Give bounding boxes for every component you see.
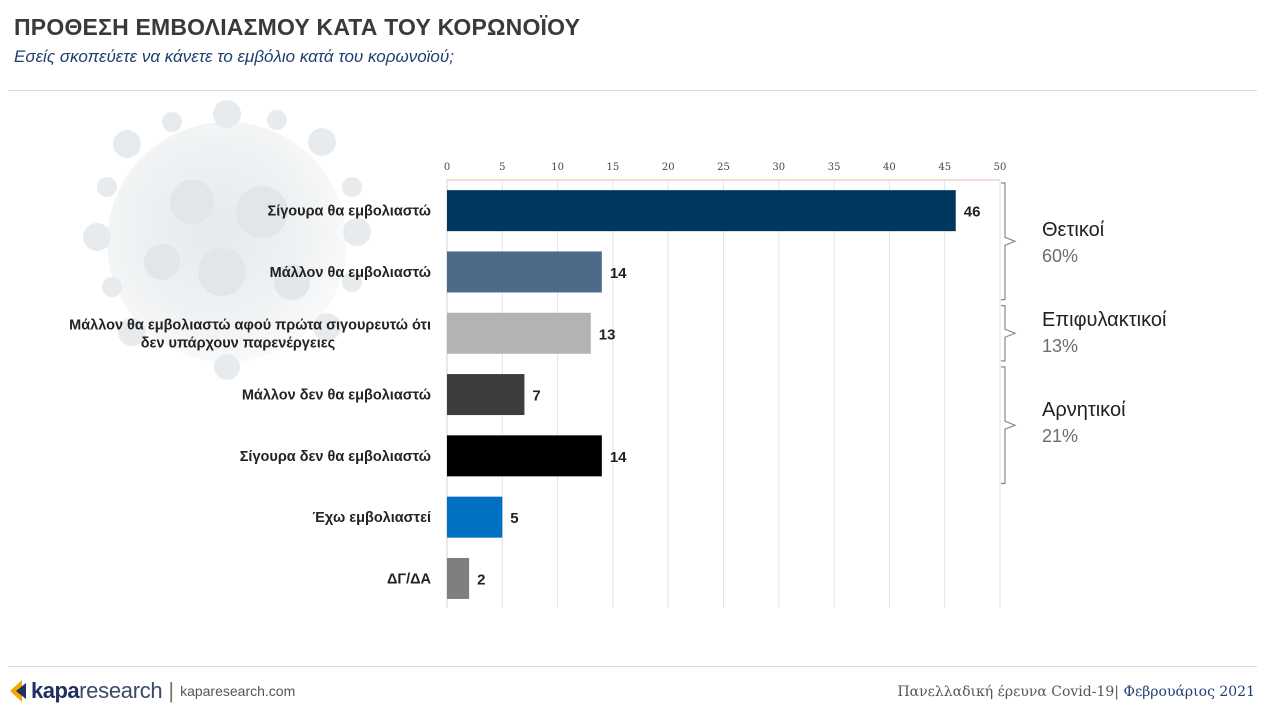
bar-value-label: 2: [477, 571, 485, 588]
x-tick-label: 40: [883, 162, 896, 173]
x-tick-label: 0: [444, 162, 450, 173]
x-tick-label: 30: [772, 162, 785, 173]
group-hesitant-pct: 13%: [1042, 336, 1079, 356]
survey-info: Πανελλαδική έρευνα Covid-19| Φεβρουάριος…: [897, 684, 1255, 700]
survey-date: Φεβρουάριος 2021: [1123, 684, 1255, 700]
group-positive-pct: 60%: [1042, 246, 1079, 266]
x-axis-ticks: 0 5 10 15 20 25 30 35 40 45 50: [444, 162, 1007, 173]
group-negative: Αρνητικοί 21%: [1042, 399, 1126, 447]
page-title: ΠΡΟΘΕΣΗ ΕΜΒΟΛΙΑΣΜΟΥ ΚΑΤΑ ΤΟΥ ΚΟΡΩΝΟΪΟΥ: [14, 14, 581, 40]
bar-value-label: 14: [610, 265, 627, 282]
bar-value-label: 5: [510, 510, 518, 527]
footer-divider: [8, 666, 1257, 667]
category-label: Μάλλον θα εμβολιαστώ: [270, 265, 431, 281]
group-positive-name: Θετικοί: [1042, 219, 1105, 241]
group-brackets: [1001, 182, 1017, 485]
x-tick-label: 35: [828, 162, 841, 173]
bar: [447, 496, 503, 538]
bar-value-label: 14: [610, 449, 627, 466]
x-tick-label: 20: [662, 162, 675, 173]
bar: [447, 557, 470, 599]
kapa-logo-icon: [10, 680, 26, 702]
group-negative-name: Αρνητικοί: [1042, 399, 1126, 421]
survey-date-separator: |: [1114, 684, 1120, 700]
x-tick-label: 45: [938, 162, 951, 173]
bracket-hesitant: [1001, 305, 1017, 362]
chart-gridlines: [446, 179, 1001, 608]
website-link[interactable]: kaparesearch.com: [180, 683, 296, 699]
bar-value-label: 7: [532, 388, 540, 405]
x-tick-label: 5: [499, 162, 505, 173]
x-tick-label: 25: [717, 162, 730, 173]
x-tick-label: 50: [994, 162, 1007, 173]
logo-separator: |: [168, 678, 175, 703]
x-tick-label: 15: [607, 162, 620, 173]
bar: [447, 374, 525, 416]
kapa-research-logo: kapa research | kaparesearch.com: [8, 676, 295, 706]
bar: [447, 312, 591, 354]
group-hesitant: Επιφυλακτικοί 13%: [1042, 309, 1166, 357]
category-label: Σίγουρα θα εμβολιαστώ: [268, 204, 432, 220]
bar: [447, 251, 602, 293]
x-tick-label: 10: [551, 162, 564, 173]
header-divider: [8, 90, 1257, 91]
category-label: Σίγουρα δεν θα εμβολιαστώ: [240, 449, 431, 465]
category-label: δεν υπάρχουν παρενέργειες: [141, 335, 335, 351]
survey-name: Πανελλαδική έρευνα Covid-19: [897, 684, 1115, 700]
bar: [447, 190, 956, 232]
chart-bars: 46 Σίγουρα θα εμβολιαστώ 14 Μάλλον θα εμβολ…: [69, 190, 980, 599]
bar-value-label: 13: [599, 326, 616, 343]
coronavirus-background-icon: [83, 100, 371, 380]
category-label: Έχω εμβολιαστεί: [313, 510, 431, 526]
bar-value-label: 46: [964, 204, 981, 221]
bracket-negative: [1001, 366, 1017, 485]
group-positive: Θετικοί 60%: [1042, 219, 1104, 267]
group-negative-pct: 21%: [1042, 426, 1079, 446]
logo-kapa-text: kapa: [31, 678, 80, 703]
category-label: Μάλλον δεν θα εμβολιαστώ: [242, 388, 431, 404]
group-hesitant-name: Επιφυλακτικοί: [1042, 309, 1167, 331]
bracket-positive: [1001, 182, 1017, 301]
category-label: ΔΓ/ΔΑ: [387, 571, 432, 587]
bar: [447, 435, 602, 477]
page-subtitle: Εσείς σκοπεύετε να κάνετε το εμβόλιο κατ…: [14, 47, 454, 66]
logo-research-text: research: [79, 678, 163, 703]
category-label: Μάλλον θα εμβολιαστώ αφού πρώτα σιγουρευ…: [69, 317, 431, 333]
